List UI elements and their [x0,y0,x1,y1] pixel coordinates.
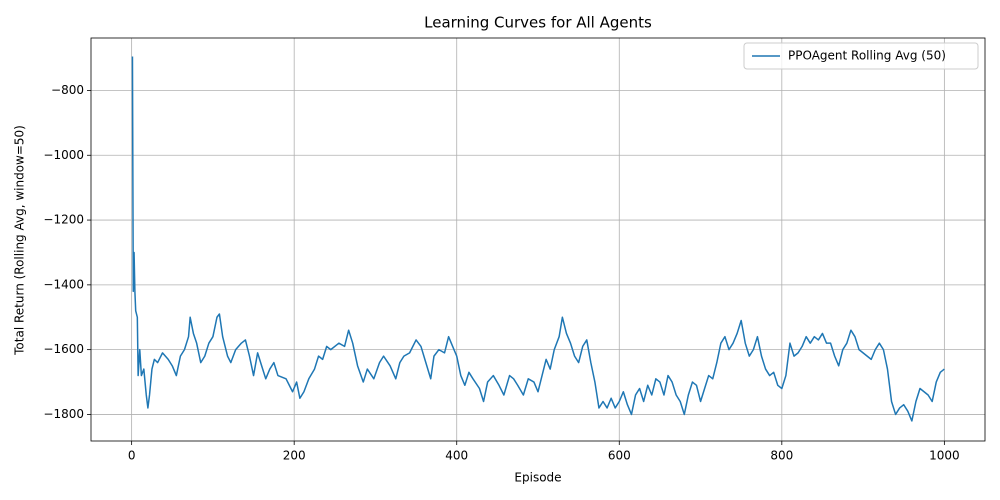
y-tick-label: −1200 [43,213,84,227]
y-tick-label: −1800 [43,407,84,421]
legend-box [743,42,979,70]
series-line [131,56,945,422]
legend-label: PPOAgent Rolling Avg (50) [788,49,946,63]
x-tick-label: 200 [283,449,306,463]
x-tick-label: 1000 [929,449,960,463]
chart-title: Learning Curves for All Agents [424,14,652,32]
y-tick-label: −1000 [43,148,84,162]
x-axis-label: Episode [514,471,561,485]
x-tick-label: 0 [128,449,136,463]
x-tick-label: 400 [445,449,468,463]
y-tick-label: −1400 [43,277,84,291]
x-tick-label: 600 [608,449,631,463]
y-tick-label: −1600 [43,342,84,356]
plot-frame [90,37,986,442]
y-tick-label: −800 [51,83,84,97]
y-axis-label: Total Return (Rolling Avg, window=50) [13,125,27,356]
x-tick-label: 800 [770,449,793,463]
